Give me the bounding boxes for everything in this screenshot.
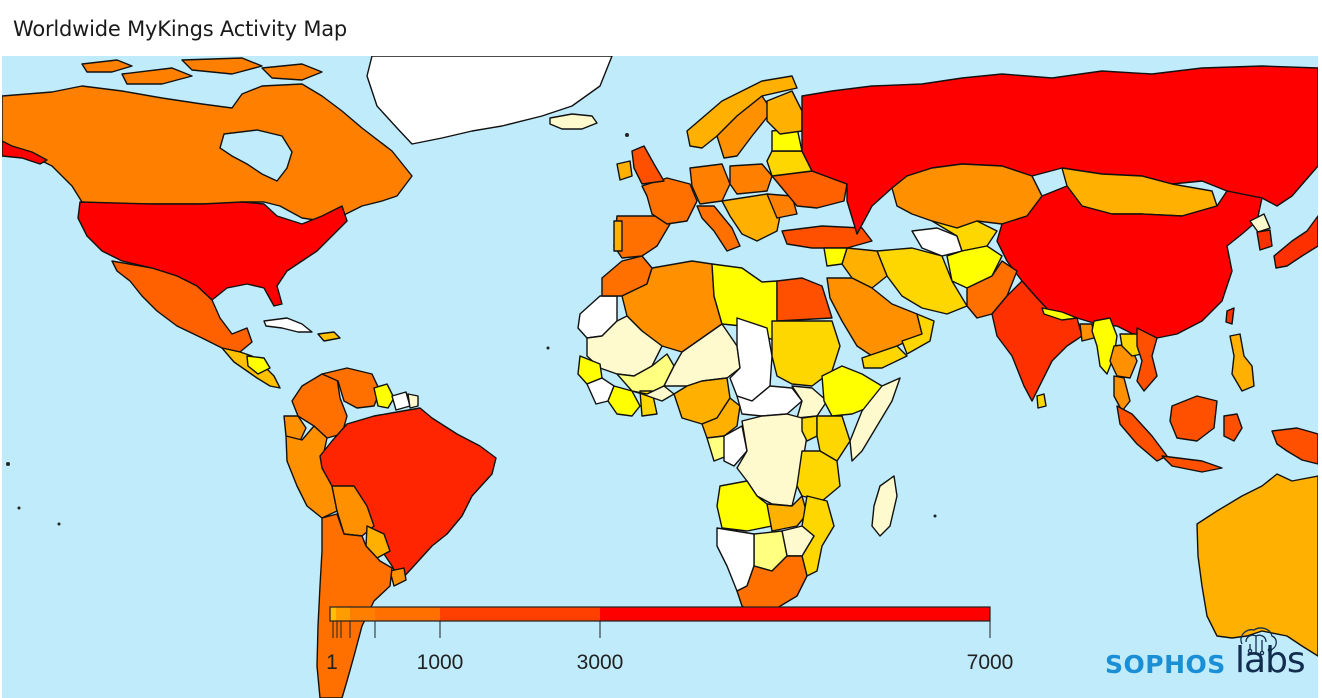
region-somalia — [849, 377, 901, 462]
region-france — [641, 177, 698, 225]
region-poland — [729, 163, 773, 195]
region-tanzania — [796, 450, 841, 502]
region-arctic-islands — [81, 57, 323, 85]
region-turkey — [781, 225, 873, 249]
region-alaska — [2, 140, 48, 165]
region-drc — [736, 413, 808, 507]
region-north-korea — [1249, 213, 1271, 233]
region-ecuador — [283, 415, 307, 442]
region-suriname — [391, 391, 411, 411]
region-madagascar — [871, 475, 898, 537]
region-sri-lanka — [1036, 393, 1047, 409]
region-new-guinea — [1271, 427, 1318, 465]
region-iran — [876, 247, 968, 315]
region-malay-peninsula — [1113, 375, 1131, 412]
hudson-bay — [219, 129, 293, 182]
region-uk — [631, 145, 665, 185]
region-oman — [901, 313, 935, 355]
region-canada — [2, 83, 413, 222]
region-finland — [766, 90, 803, 135]
region-sumatra — [1116, 405, 1168, 462]
region-java — [1161, 455, 1223, 473]
region-yemen — [861, 345, 908, 369]
region-iceland — [549, 113, 598, 130]
island-dot — [57, 522, 61, 526]
region-italy — [696, 205, 741, 252]
region-cuba — [263, 317, 313, 333]
region-australia — [1196, 473, 1318, 657]
region-syria — [823, 247, 848, 267]
region-taiwan — [1225, 307, 1235, 325]
region-paraguay — [365, 525, 391, 559]
world-map-svg — [2, 56, 1318, 698]
region-ireland — [616, 160, 633, 181]
region-philippines — [1229, 333, 1255, 392]
region-russia — [801, 65, 1318, 235]
region-uganda — [801, 415, 818, 442]
region-sulawesi — [1223, 413, 1243, 442]
brain-circuit-icon — [1240, 627, 1277, 656]
region-french-guiana — [407, 393, 419, 409]
region-hispaniola — [317, 331, 341, 342]
region-borneo — [1169, 395, 1218, 442]
region-romania — [766, 193, 798, 219]
region-honduras — [246, 355, 271, 375]
legend-colorbar — [329, 606, 991, 638]
map-title: Worldwide MyKings Activity Map — [13, 17, 348, 41]
island-dot — [17, 506, 21, 510]
region-guyana — [373, 383, 395, 409]
region-venezuela — [321, 367, 381, 409]
region-india — [991, 280, 1083, 402]
world-map — [2, 56, 1318, 698]
island-dot — [6, 462, 10, 466]
island-dot — [933, 514, 937, 518]
region-south-korea — [1256, 229, 1273, 251]
island-dot — [625, 133, 629, 137]
sophoslabs-logo: SOPHOS labs — [1104, 627, 1306, 688]
region-sudan — [771, 320, 841, 387]
region-mexico — [111, 260, 253, 353]
region-egypt — [776, 277, 833, 322]
region-sweden — [716, 95, 773, 159]
region-greenland — [366, 56, 613, 145]
region-vietnam — [1136, 327, 1158, 392]
region-uzbekistan — [931, 220, 998, 252]
region-portugal — [613, 220, 623, 252]
region-japan — [1273, 215, 1318, 269]
logo-suffix: labs — [1235, 640, 1306, 681]
region-nepal — [1041, 307, 1078, 321]
island-dot — [546, 346, 550, 350]
region-argentina — [316, 513, 393, 698]
logo-brand: SOPHOS — [1105, 650, 1226, 679]
region-congo — [723, 425, 748, 467]
region-uruguay — [389, 567, 407, 587]
